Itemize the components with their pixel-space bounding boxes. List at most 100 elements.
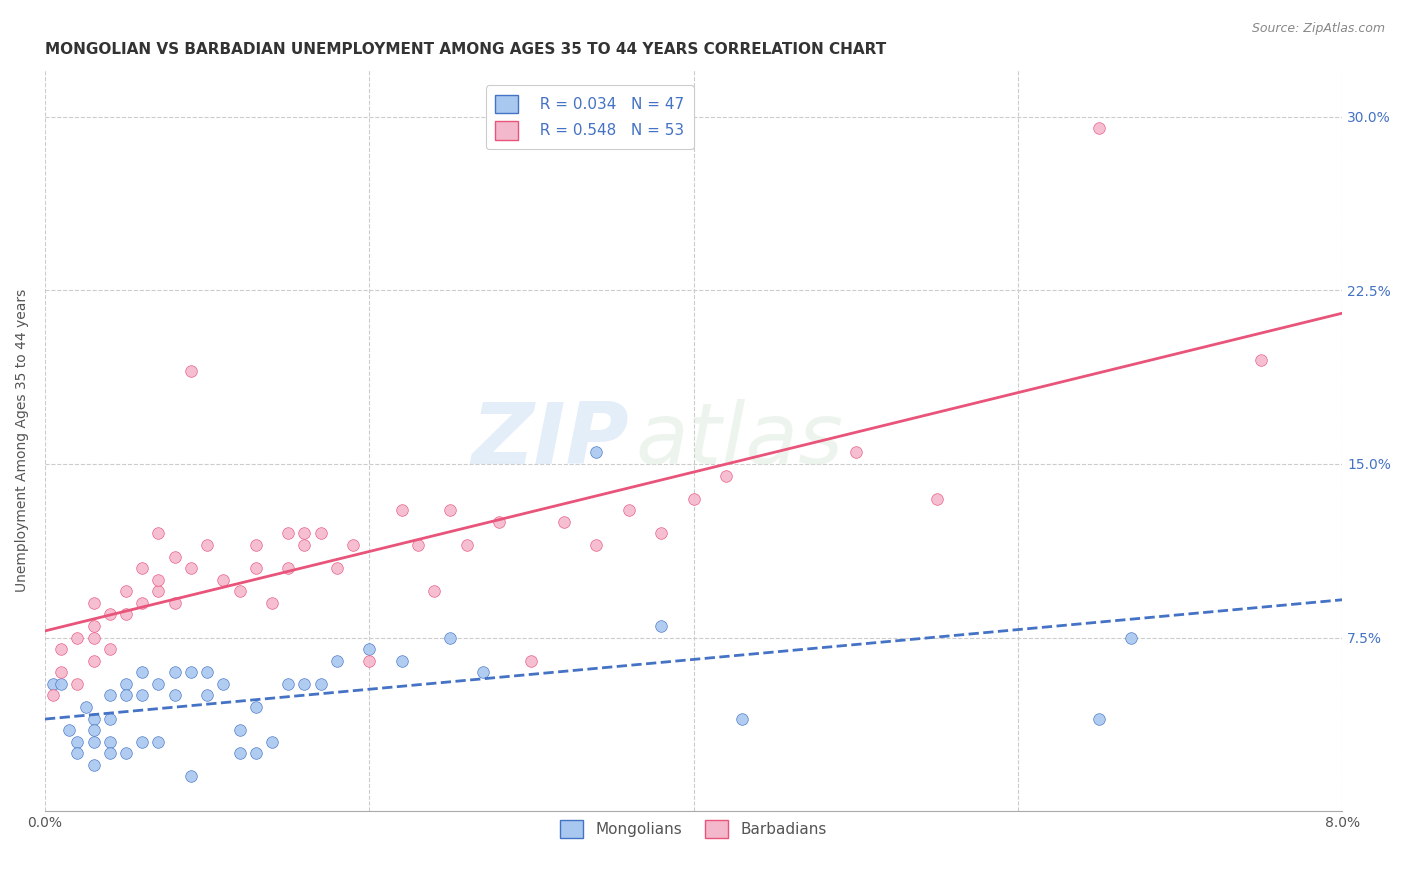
Point <box>682 491 704 506</box>
Point <box>228 584 250 599</box>
Point <box>180 769 202 783</box>
Point <box>58 723 80 738</box>
Point <box>359 654 381 668</box>
Point <box>391 503 413 517</box>
Point <box>131 561 153 575</box>
Point <box>925 491 948 506</box>
Point <box>83 735 105 749</box>
Point <box>471 665 494 680</box>
Point <box>423 584 446 599</box>
Point <box>163 596 186 610</box>
Point <box>309 526 332 541</box>
Point <box>131 735 153 749</box>
Point <box>212 573 235 587</box>
Point <box>439 503 461 517</box>
Point <box>359 642 381 657</box>
Point <box>66 747 89 761</box>
Point <box>195 538 218 552</box>
Point <box>277 561 299 575</box>
Point <box>456 538 478 552</box>
Point <box>98 712 121 726</box>
Point <box>731 712 754 726</box>
Point <box>148 526 170 541</box>
Point <box>260 735 283 749</box>
Point <box>131 689 153 703</box>
Point <box>42 677 65 691</box>
Point <box>98 689 121 703</box>
Y-axis label: Unemployment Among Ages 35 to 44 years: Unemployment Among Ages 35 to 44 years <box>15 289 30 592</box>
Point <box>520 654 543 668</box>
Point <box>42 689 65 703</box>
Point <box>245 700 267 714</box>
Legend: Mongolians, Barbadians: Mongolians, Barbadians <box>554 814 832 845</box>
Point <box>51 677 73 691</box>
Point <box>1088 712 1111 726</box>
Point <box>195 665 218 680</box>
Point <box>115 689 138 703</box>
Point <box>212 677 235 691</box>
Point <box>148 573 170 587</box>
Text: Source: ZipAtlas.com: Source: ZipAtlas.com <box>1251 22 1385 36</box>
Point <box>83 619 105 633</box>
Point <box>228 747 250 761</box>
Point <box>148 584 170 599</box>
Point <box>845 445 868 459</box>
Point <box>1121 631 1143 645</box>
Point <box>309 677 332 691</box>
Point <box>163 665 186 680</box>
Point <box>294 677 316 691</box>
Point <box>650 619 672 633</box>
Point <box>714 468 737 483</box>
Point <box>180 665 202 680</box>
Point <box>98 642 121 657</box>
Point <box>83 631 105 645</box>
Point <box>342 538 364 552</box>
Point <box>148 677 170 691</box>
Point <box>83 654 105 668</box>
Point <box>1088 121 1111 136</box>
Point <box>83 596 105 610</box>
Point <box>245 538 267 552</box>
Point <box>98 607 121 622</box>
Point <box>650 526 672 541</box>
Point <box>83 723 105 738</box>
Point <box>66 631 89 645</box>
Point <box>439 631 461 645</box>
Point <box>51 642 73 657</box>
Point <box>1250 352 1272 367</box>
Point <box>326 654 349 668</box>
Point <box>83 757 105 772</box>
Point <box>115 607 138 622</box>
Point <box>131 596 153 610</box>
Point <box>585 538 607 552</box>
Point <box>66 735 89 749</box>
Point <box>260 596 283 610</box>
Point <box>294 538 316 552</box>
Point <box>180 561 202 575</box>
Point <box>326 561 349 575</box>
Point <box>163 549 186 564</box>
Point <box>51 665 73 680</box>
Point <box>98 735 121 749</box>
Point <box>277 526 299 541</box>
Point <box>553 515 575 529</box>
Point <box>115 584 138 599</box>
Point <box>277 677 299 691</box>
Point <box>180 364 202 378</box>
Text: MONGOLIAN VS BARBADIAN UNEMPLOYMENT AMONG AGES 35 TO 44 YEARS CORRELATION CHART: MONGOLIAN VS BARBADIAN UNEMPLOYMENT AMON… <box>45 42 886 57</box>
Point <box>488 515 510 529</box>
Point <box>98 747 121 761</box>
Point <box>245 747 267 761</box>
Point <box>163 689 186 703</box>
Point <box>617 503 640 517</box>
Point <box>406 538 429 552</box>
Point <box>245 561 267 575</box>
Point <box>131 665 153 680</box>
Point <box>83 712 105 726</box>
Point <box>66 677 89 691</box>
Point <box>75 700 97 714</box>
Point <box>195 689 218 703</box>
Point <box>294 526 316 541</box>
Point <box>585 445 607 459</box>
Text: ZIP: ZIP <box>471 400 628 483</box>
